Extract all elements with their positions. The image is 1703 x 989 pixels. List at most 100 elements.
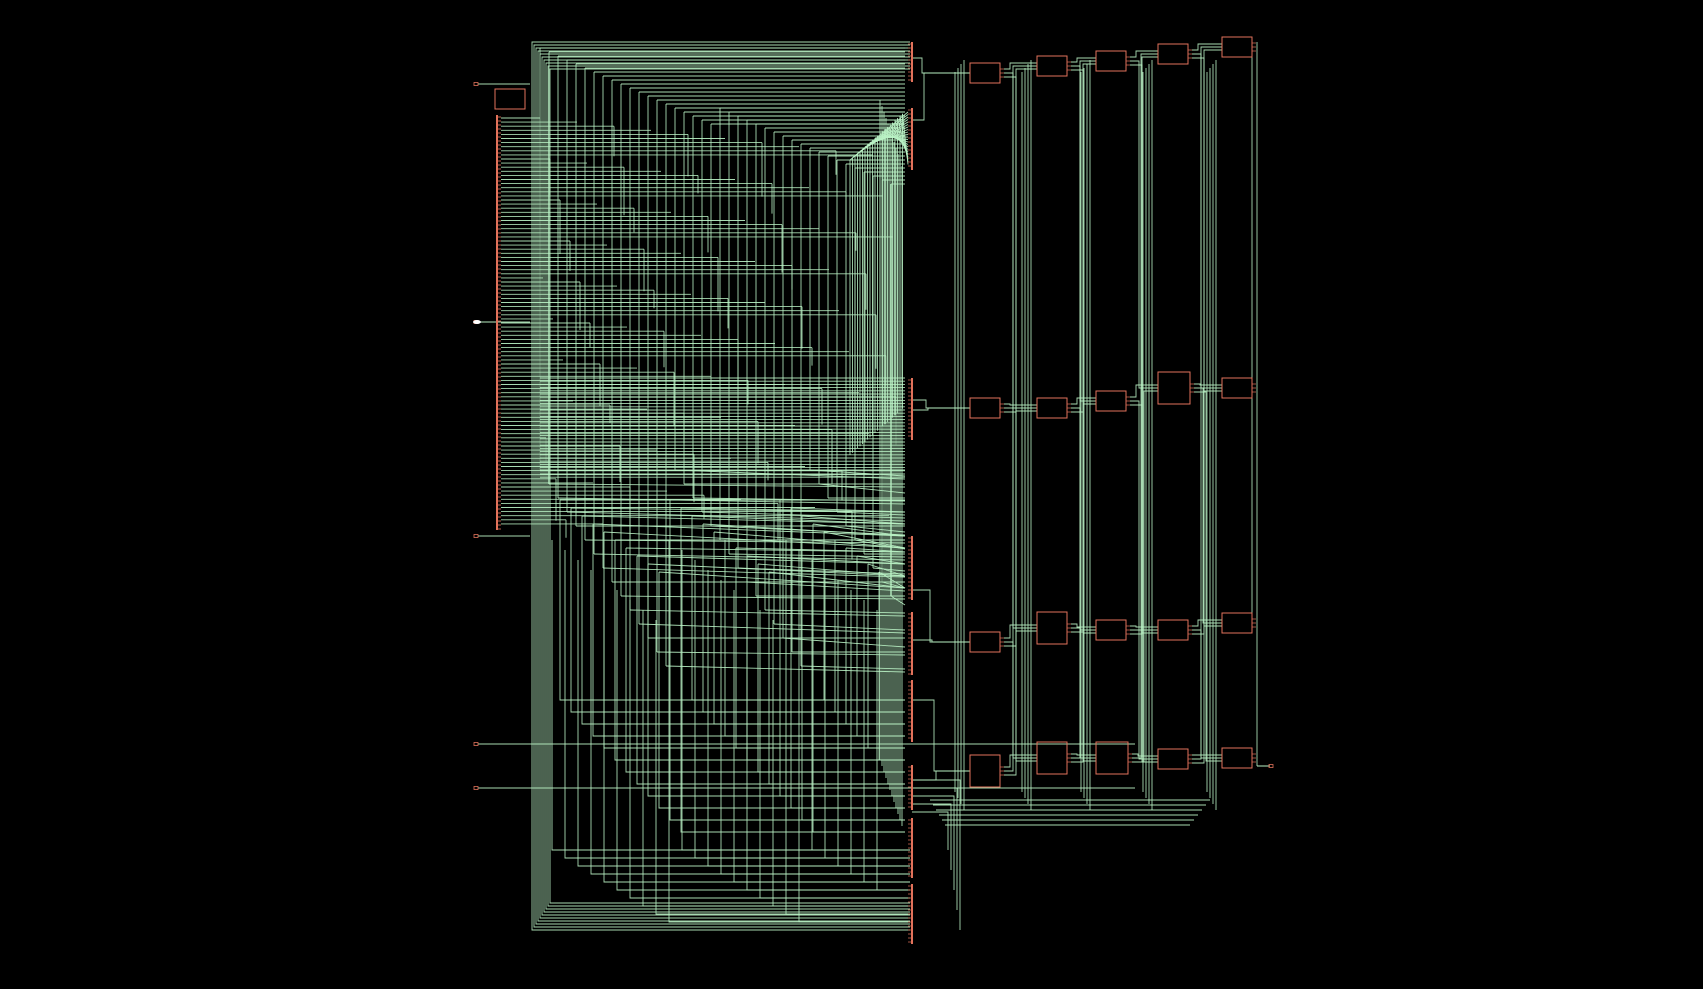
- wire: [638, 623, 906, 634]
- wire: [620, 595, 906, 600]
- wire: [867, 563, 906, 577]
- wire: [701, 511, 906, 519]
- wire: [1071, 60, 1096, 759]
- wire: [837, 580, 910, 867]
- wire: [658, 571, 906, 589]
- wire: [912, 811, 949, 850]
- wire: [680, 507, 906, 513]
- wire: [733, 590, 910, 883]
- wire: [737, 567, 906, 575]
- wire: [845, 525, 906, 533]
- wire: [531, 41, 910, 931]
- wire: [735, 547, 906, 553]
- wire: [1130, 384, 1158, 398]
- wire: [1130, 629, 1158, 760]
- wire: [702, 523, 906, 537]
- input-port: [473, 320, 481, 324]
- wire: [1004, 754, 1037, 768]
- wire: [798, 550, 910, 923]
- wire: [1194, 383, 1222, 386]
- wire: [757, 563, 906, 577]
- input-port: [473, 82, 479, 86]
- wire: [867, 564, 905, 749]
- wire: [549, 68, 910, 904]
- wire: [1130, 400, 1158, 631]
- wire: [1071, 403, 1096, 763]
- wire: [647, 563, 906, 577]
- wire: [785, 540, 910, 915]
- wire: [1071, 57, 1096, 63]
- wire: [845, 547, 906, 553]
- wire: [912, 787, 958, 910]
- wire: [692, 497, 906, 502]
- wire: [1132, 53, 1158, 759]
- wire: [665, 665, 906, 673]
- wire: [759, 610, 910, 899]
- wire: [720, 580, 910, 875]
- wire: [691, 515, 906, 525]
- input-port: [473, 786, 479, 790]
- wire: [912, 72, 970, 121]
- wire: [746, 555, 906, 565]
- wire: [533, 44, 910, 928]
- wire: [876, 610, 910, 891]
- wire: [1071, 753, 1096, 756]
- wire: [823, 532, 905, 701]
- output-port: [1268, 764, 1274, 768]
- wire: [1130, 625, 1158, 628]
- wire: [912, 407, 970, 411]
- wire: [1194, 387, 1222, 624]
- wire: [850, 590, 910, 875]
- wire: [1192, 43, 1222, 51]
- wire: [757, 564, 905, 773]
- wire: [1004, 410, 1037, 776]
- wire: [581, 515, 906, 525]
- wire: [790, 508, 905, 809]
- wire: [746, 600, 910, 891]
- wire: [1004, 624, 1037, 639]
- wire: [713, 532, 905, 725]
- wire: [912, 795, 955, 890]
- port-layer: [473, 82, 1274, 790]
- wire: [537, 50, 910, 922]
- wire: [902, 113, 909, 165]
- wire: [728, 553, 906, 558]
- wire: [541, 56, 910, 916]
- wire: [593, 553, 906, 561]
- wire: [1130, 56, 1158, 635]
- wire: [1071, 397, 1096, 405]
- wire: [1130, 50, 1158, 58]
- wire: [912, 803, 952, 870]
- wire: [1132, 390, 1158, 763]
- wire: [912, 779, 961, 930]
- wire: [1004, 65, 1037, 772]
- wire: [772, 620, 910, 907]
- wire: [1004, 68, 1037, 647]
- wire: [735, 548, 905, 749]
- wire: [812, 524, 905, 833]
- wire: [1004, 62, 1037, 70]
- wire: [602, 567, 906, 578]
- wire: [1192, 49, 1222, 635]
- input-port: [473, 742, 479, 746]
- wire: [539, 53, 910, 919]
- wire: [863, 600, 910, 883]
- wire: [845, 548, 905, 725]
- wire: [1004, 403, 1037, 406]
- wire: [592, 523, 906, 537]
- wire: [545, 62, 910, 910]
- input-port: [473, 534, 479, 538]
- wire: [824, 570, 910, 859]
- wire: [856, 556, 905, 737]
- wire: [1130, 60, 1158, 389]
- wire: [768, 572, 905, 785]
- wire: [801, 516, 905, 821]
- wire: [629, 609, 906, 617]
- cell-layer: [494, 36, 1256, 788]
- wire-layer: [478, 41, 1270, 931]
- wire: [1194, 391, 1222, 762]
- wire: [1132, 753, 1158, 757]
